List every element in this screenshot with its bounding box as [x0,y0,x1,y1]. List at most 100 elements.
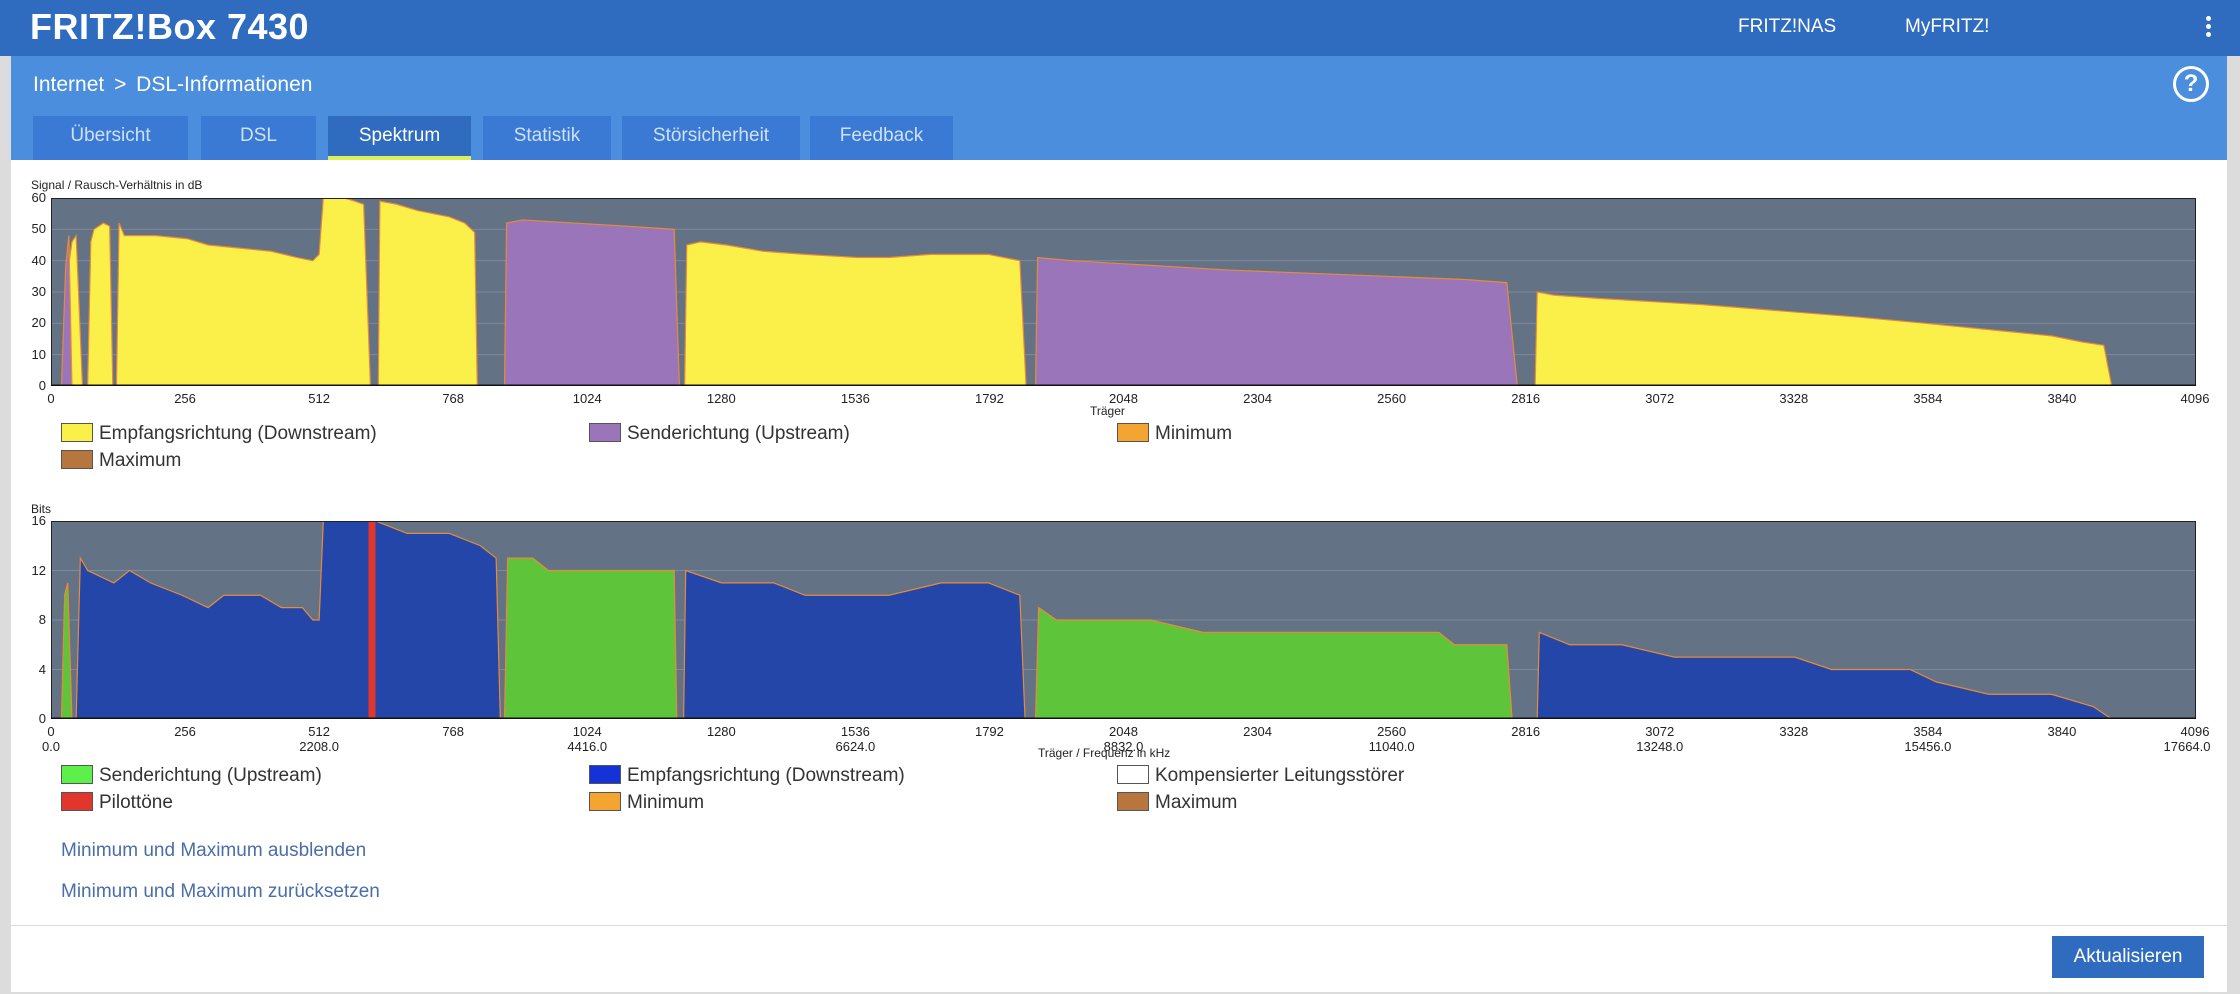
series-area-0 [1534,291,2113,386]
x-tick-label: 2048 [1109,724,1138,739]
series-area-0 [60,582,73,719]
legend-swatch [589,764,621,784]
x-tick-label: 0 [47,391,55,406]
brand-title: FRITZ!Box 7430 [30,6,310,47]
legend-maximum: Maximum [61,449,181,473]
legend-swatch [589,422,621,442]
y-tick-label: 0 [38,378,46,393]
x-tick-label: 1024 [572,391,602,406]
top-bar: FRITZ!Box 7430 FRITZ!NAS MyFRITZ! [0,0,2240,56]
x-tick-label: 2816 [1511,724,1541,739]
legend-swatch [1117,422,1149,442]
pilot-tone-marker [368,521,376,719]
y-tick-label: 20 [31,315,46,331]
myfritz-link[interactable]: MyFRITZ! [1905,16,1990,37]
x-tick-label: 256 [174,724,196,739]
bits-x-axis-title: Träger / Frequenz in kHz [1038,746,1171,760]
y-tick-label: 12 [31,562,46,578]
x-tick-label: 0 [47,724,55,739]
frequency-tick-label: 2208.0 [299,739,339,754]
x-tick-label: 3840 [2047,724,2077,739]
x-tick-label: 512 [308,724,330,739]
x-tick-label: 2816 [1511,391,1541,406]
y-tick-label: 30 [31,284,46,299]
y-tick-label: 50 [31,221,46,237]
series-area-0 [503,557,678,719]
frequency-tick-label: 15456.0 [1904,739,1952,754]
legend-swatch [61,449,93,469]
series-area-0 [115,198,372,386]
x-tick-label: 1536 [840,724,870,739]
x-tick-label: 4096 [2180,391,2210,406]
x-tick-label: 3072 [1645,724,1675,739]
reset-minmax-link[interactable]: Minimum und Maximum zurücksetzen [61,881,380,902]
legend-upstream: Senderichtung (Upstream) [589,422,850,446]
tab-statistik[interactable]: Statistik [483,116,611,160]
y-tick-label: 40 [31,252,46,268]
legend-swatch [61,764,93,784]
frequency-tick-label: 8832.0 [1103,739,1144,754]
y-tick-label: 10 [31,346,46,362]
series-area-1 [1536,631,2113,719]
x-tick-label: 3584 [1913,724,1943,739]
hide-minmax-link[interactable]: Minimum und Maximum ausblenden [61,840,367,861]
snr-chart-title: Signal / Rausch-Verhältnis in dB [31,178,203,192]
more-menu-icon[interactable] [2206,16,2212,38]
x-tick-label: 3584 [1913,391,1943,406]
x-tick-label: 1280 [706,391,736,406]
bits-chart-title: Bits [31,502,52,516]
x-tick-label: 768 [442,724,465,739]
x-tick-label: 2048 [1109,391,1138,406]
x-tick-label: 3072 [1645,391,1675,406]
x-tick-label: 1536 [840,391,870,406]
x-tick-label: 2304 [1243,724,1273,739]
x-tick-label: 3840 [2047,391,2077,406]
legend-downstream-bits: Empfangsrichtung (Downstream) [589,764,905,788]
tab-feedback[interactable]: Feedback [810,116,953,160]
help-icon[interactable]: ? [2173,66,2209,102]
refresh-button[interactable]: Aktualisieren [2052,936,2204,978]
series-area-1 [1034,256,1518,386]
legend-pilot-tones: Pilottöne [61,791,173,815]
x-tick-label: 3328 [1779,391,1809,406]
y-tick-label: 4 [38,661,46,677]
x-tick-label: 512 [308,391,330,406]
y-tick-label: 60 [31,190,46,205]
fritznas-link[interactable]: FRITZ!NAS [1738,16,1837,37]
series-area-0 [87,222,114,386]
y-tick-label: 8 [38,612,46,627]
frequency-tick-label: 6624.0 [835,739,876,754]
x-tick-label: 1792 [974,724,1004,739]
series-area-0 [684,241,1027,386]
bits-chart [51,521,2196,719]
x-tick-label: 2304 [1243,391,1273,406]
legend-swatch [61,422,93,442]
legend-swatch [589,791,621,811]
breadcrumb-parent[interactable]: Internet [33,73,105,96]
breadcrumb-separator-icon: > [114,73,127,96]
breadcrumb-current: DSL-Informationen [136,73,313,96]
legend-swatch [61,791,93,811]
x-tick-label: 1792 [974,391,1004,406]
series-area-1 [60,235,73,386]
series-area-0 [1034,606,1513,719]
legend-swatch [1117,764,1149,784]
y-tick-label: 0 [38,711,46,726]
legend-minimum: Minimum [1117,422,1232,446]
content-panel: Signal / Rausch-Verhältnis in dB Träger … [11,160,2227,992]
x-tick-label: 256 [174,391,196,406]
legend-downstream: Empfangsrichtung (Downstream) [61,422,377,446]
frequency-tick-label: 11040.0 [1368,739,1415,754]
legend-swatch [1117,791,1149,811]
footer-divider [11,925,2227,926]
x-tick-label: 1280 [706,724,736,739]
legend-minimum-bits: Minimum [589,791,704,815]
tab-uebersicht[interactable]: Übersicht [33,116,188,160]
tab-spektrum[interactable]: Spektrum [328,116,471,160]
tab-stoersicherheit[interactable]: Störsicherheit [622,116,800,160]
snr-x-axis-title: Träger [1090,404,1125,418]
page-header: Internet > DSL-Informationen ? Übersicht… [11,56,2227,160]
tab-dsl[interactable]: DSL [201,116,316,160]
x-tick-label: 3328 [1779,724,1809,739]
frequency-tick-label: 0.0 [41,739,61,754]
